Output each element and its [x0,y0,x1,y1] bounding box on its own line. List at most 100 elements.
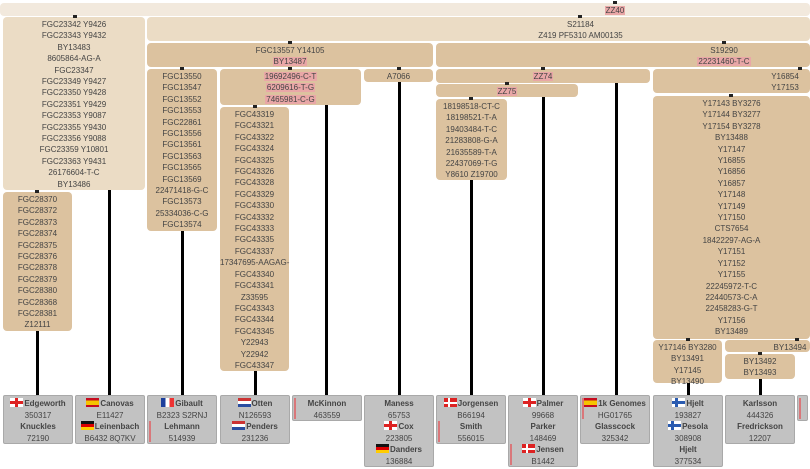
snp-label: BY13490 [671,377,704,387]
snp-label: FGC28379 [17,274,58,284]
surname-text: Danders [389,445,422,454]
snp-node-s21184[interactable]: S21184 Z419 PF5310 AM00135 [147,17,810,41]
denmark-flag-icon [522,444,536,453]
sample-surname[interactable]: Lehmann [148,421,216,433]
surname-text: Lehmann [164,422,200,431]
sample-surname[interactable]: Pesola [654,421,722,433]
sample-surname[interactable]: Knuckles [4,421,72,433]
sample-card[interactable]: McKinnon 463559 [292,395,362,421]
sample-card[interactable]: 1k Genomes HG01765 Glasscock 325342 [580,395,650,444]
snp-label: ZZ40 [604,6,626,15]
sample-surname[interactable]: McKinnon [293,398,361,410]
snp-label: Y22943 [240,338,269,348]
sample-surname[interactable]: Hjelt [654,398,722,410]
surname-text: Parker [530,422,556,431]
sample-surname[interactable]: Edgeworth [4,398,72,410]
snp-label: FGC23355 Y9430 [41,122,107,132]
sample-card[interactable]: Gibault B2323 S2RNJ Lehmann 514939 [147,395,217,444]
snp-label: FGC43328 [234,178,275,188]
sample-surname[interactable]: Gibault [148,398,216,410]
sample-card[interactable]: Edgeworth 350317 Knuckles 72190 [3,395,73,444]
sample-card[interactable]: Karlsson 444326 Fredrickson 12207 [725,395,795,444]
snp-label: ZZ75 [496,87,518,96]
snp-label: 7465981-C-G [265,94,316,104]
snp-label: FGC43340 [234,269,275,279]
snp-node-s19290[interactable]: S19290 22231460-T-C [436,43,810,67]
snp-node-a7066[interactable]: A7066 [364,69,433,82]
snp-label: 22245972-T-C [705,281,758,291]
snp-label: FGC28373 [17,217,58,227]
snp-label: FGC13552 [162,94,202,104]
branch-line [254,371,257,395]
snp-node-fgc13550[interactable]: FGC13550 FGC13547 FGC13552 FGC13553 FGC22861… [147,69,217,231]
snp-node-y17143[interactable]: Y17143 BY3276 Y17144 BY3277 Y17154 BY3278 B… [653,96,810,339]
branch-line [36,331,39,395]
snp-label: FGC43329 [234,189,275,199]
surname-text: Penders [246,422,278,431]
sample-surname[interactable]: Palmer [509,398,577,410]
sample-card[interactable]: Palmer 99668 Parker 148469 Jensen B1442 [508,395,578,467]
snp-node-fgc23342[interactable]: FGC23342 Y9426 FGC23343 Y9432 BY13483 86058… [3,17,145,190]
sample-surname[interactable]: Maness [365,398,433,410]
branch-connector [541,67,545,70]
sample-surname[interactable]: Glasscock [581,421,649,433]
sample-surname[interactable]: Penders [221,421,289,433]
snp-node-by13492[interactable]: BY13492 BY13493 [725,354,795,379]
sample-surname[interactable]: Canovas [76,398,144,410]
sample-card[interactable]: Jorgensen B66194 Smith 556015 [436,395,506,444]
sample-card[interactable]: Canovas E11427 Leinenbach B6432 8Q7KV [75,395,145,444]
sample-surname[interactable]: Leinenbach [76,421,144,433]
sample-surname[interactable]: Otten [221,398,289,410]
kit-number: B2323 S2RNJ [156,410,208,420]
snp-label: FGC13553 [162,106,202,116]
snp-label: 18198518-CT-C [443,102,500,111]
kit-number: 377534 [674,456,702,466]
sample-surname[interactable]: Parker [509,421,577,433]
sample-surname[interactable]: Cox [365,421,433,433]
sample-surname[interactable]: Hjelt [654,444,722,456]
branch-line [325,105,328,395]
sample-card[interactable]: Maness 65753 Cox 223805 Danders 136884 [364,395,434,467]
kit-number: 148469 [529,433,557,443]
snp-node-zz40[interactable]: ZZ40 [0,3,810,16]
snp-label: FGC43344 [234,315,275,325]
snp-node-18198518[interactable]: 18198518-CT-C 18198521-T-A 19403484-T-C 212… [436,99,507,180]
snp-node-fgc13557[interactable]: FGC13557 Y14105 BY13487 [147,43,433,67]
sample-card[interactable]: Hjelt 193827 Pesola 308908 Hjelt 377534 [653,395,723,467]
snp-label: Y16855 [717,156,746,166]
sample-surname[interactable]: Karlsson [726,398,794,410]
snp-label: FGC43335 [234,235,275,245]
snp-label: 6209616-T-G [265,83,316,93]
sample-card[interactable]: Otten N126593 Penders 231236 [220,395,290,444]
snp-node-fgc28370[interactable]: FGC28370 FGC28372 FGC28373 FGC28374 FGC28375… [3,192,72,331]
sample-card[interactable] [797,395,808,421]
snp-label: 19692496-C-T [263,72,318,81]
sample-surname[interactable]: Danders [365,444,433,456]
snp-node-by13494[interactable]: BY13494 [725,340,810,352]
branch-connector [73,15,77,18]
snp-node-y17146[interactable]: Y17146 BY3280 BY13491 Y17145 BY13490 [653,340,722,387]
snp-node-zz75[interactable]: ZZ75 [436,84,578,97]
germany-flag-icon [80,421,94,430]
snp-label: FGC28376 [17,252,58,262]
private-variant-marker [149,421,151,442]
snp-label: FGC43319 [234,110,275,119]
sample-surname[interactable]: 1k Genomes [581,398,649,410]
snp-node-19692496[interactable]: 19692496-C-T 6209616-T-G 7465981-C-G [220,69,361,105]
snp-label: FGC13556 [162,129,202,139]
branch-connector [722,41,726,44]
sample-surname[interactable]: Jensen [509,444,577,456]
netherlands-flag-icon [237,398,251,407]
sample-surname[interactable]: Fredrickson [726,421,794,433]
snp-node-zz74[interactable]: ZZ74 [436,69,650,83]
snp-label: 25334036-C-G [155,208,209,218]
snp-label: S19290 [710,46,738,55]
kit-number: 350317 [24,410,52,420]
sample-surname[interactable]: Smith [437,421,505,433]
sample-surname[interactable]: Jorgensen [437,398,505,410]
kit-number: B1442 [531,456,555,466]
branch-connector [578,15,582,18]
kit-number: 193827 [674,410,702,420]
snp-node-fgc43319[interactable]: FGC43319 FGC43321 FGC43322 FGC43324 FGC43325… [220,107,289,371]
snp-node-y16854[interactable]: Y16854 Y17153 [653,69,810,93]
